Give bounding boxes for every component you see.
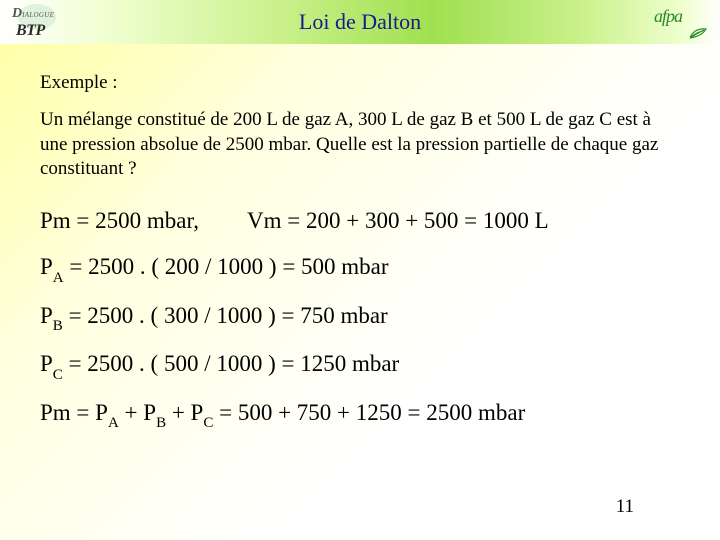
- page-number: 11: [616, 496, 634, 518]
- logo-left-d: D: [12, 6, 22, 21]
- leaf-icon: [688, 26, 708, 40]
- eq-pc-p: P: [40, 351, 53, 376]
- page-title: Loi de Dalton: [299, 9, 421, 35]
- eq-pa-sub: A: [53, 270, 64, 286]
- eq-sum-sb: B: [156, 415, 166, 431]
- equation-pc: PC = 2500 . ( 500 / 1000 ) = 1250 mbar: [40, 351, 680, 382]
- equation-pa: PA = 2500 . ( 200 / 1000 ) = 500 mbar: [40, 254, 680, 285]
- logo-left: DIALOGUE BTP: [12, 4, 62, 40]
- logo-left-btp: BTP: [16, 22, 45, 40]
- eq-sum-3: + P: [166, 400, 203, 425]
- eq-pc-sub: C: [53, 367, 63, 383]
- logo-right: afpa: [654, 6, 708, 36]
- header-bar: DIALOGUE BTP Loi de Dalton afpa: [0, 0, 720, 44]
- logo-left-text: DIALOGUE: [12, 6, 54, 22]
- equation-vm: Vm = 200 + 300 + 500 = 1000 L: [247, 208, 549, 234]
- eq-sum-2: + P: [119, 400, 156, 425]
- eq-sum-sc: C: [203, 415, 213, 431]
- eq-sum-1: Pm = P: [40, 400, 108, 425]
- equation-pm: Pm = 2500 mbar,: [40, 208, 199, 234]
- logo-right-text: afpa: [654, 6, 682, 26]
- problem-text: Un mélange constitué de 200 L de gaz A, …: [40, 108, 680, 182]
- equation-row-pm-vm: Pm = 2500 mbar, Vm = 200 + 300 + 500 = 1…: [40, 208, 680, 234]
- logo-left-small: IALOGUE: [22, 11, 54, 19]
- eq-pb-rest: = 2500 . ( 300 / 1000 ) = 750 mbar: [63, 303, 388, 328]
- content-area: Exemple : Un mélange constitué de 200 L …: [0, 44, 720, 430]
- eq-pa-p: P: [40, 254, 53, 279]
- eq-pc-rest: = 2500 . ( 500 / 1000 ) = 1250 mbar: [63, 351, 399, 376]
- equation-sum: Pm = PA + PB + PC = 500 + 750 + 1250 = 2…: [40, 400, 680, 431]
- eq-pb-p: P: [40, 303, 53, 328]
- eq-pb-sub: B: [53, 318, 63, 334]
- example-label: Exemple :: [40, 72, 680, 94]
- equation-pb: PB = 2500 . ( 300 / 1000 ) = 750 mbar: [40, 303, 680, 334]
- eq-sum-sa: A: [108, 415, 119, 431]
- eq-pa-rest: = 2500 . ( 200 / 1000 ) = 500 mbar: [64, 254, 389, 279]
- eq-sum-4: = 500 + 750 + 1250 = 2500 mbar: [213, 400, 525, 425]
